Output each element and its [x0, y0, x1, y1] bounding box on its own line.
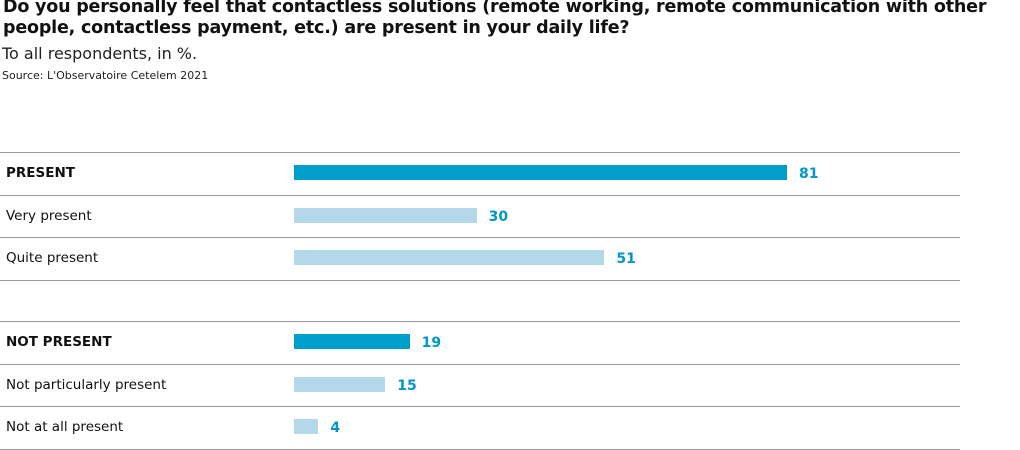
rule-line	[0, 152, 960, 153]
rule-line	[0, 195, 960, 196]
bar	[294, 334, 410, 349]
bar	[294, 419, 319, 434]
bar	[294, 165, 787, 180]
row-label: Quite present	[6, 250, 99, 266]
bar	[294, 376, 386, 392]
value-label: 81	[799, 166, 819, 182]
rule-line	[0, 237, 960, 238]
bar	[294, 207, 477, 223]
row-label: Not particularly present	[6, 376, 167, 393]
chart-source: Source: L'Observatoire Cetelem 2021	[2, 69, 209, 82]
row-label: Very present	[6, 207, 92, 224]
rule-line	[0, 280, 960, 281]
chart-subtitle: To all respondents, in %.	[2, 44, 198, 63]
value-label: 19	[421, 335, 442, 351]
value-label: 51	[616, 251, 636, 267]
value-label: 30	[488, 208, 509, 225]
value-label: 4	[330, 420, 341, 436]
value-label: 15	[397, 377, 417, 394]
rule-line	[0, 364, 960, 365]
row-label: NOT PRESENT	[6, 334, 112, 350]
rule-line	[0, 406, 960, 407]
row-label: Not at all present	[6, 419, 124, 435]
bar	[294, 250, 605, 265]
chart-title: Do you personally feel that contactless …	[3, 0, 987, 38]
rule-line	[0, 321, 960, 322]
row-label: PRESENT	[6, 165, 75, 181]
